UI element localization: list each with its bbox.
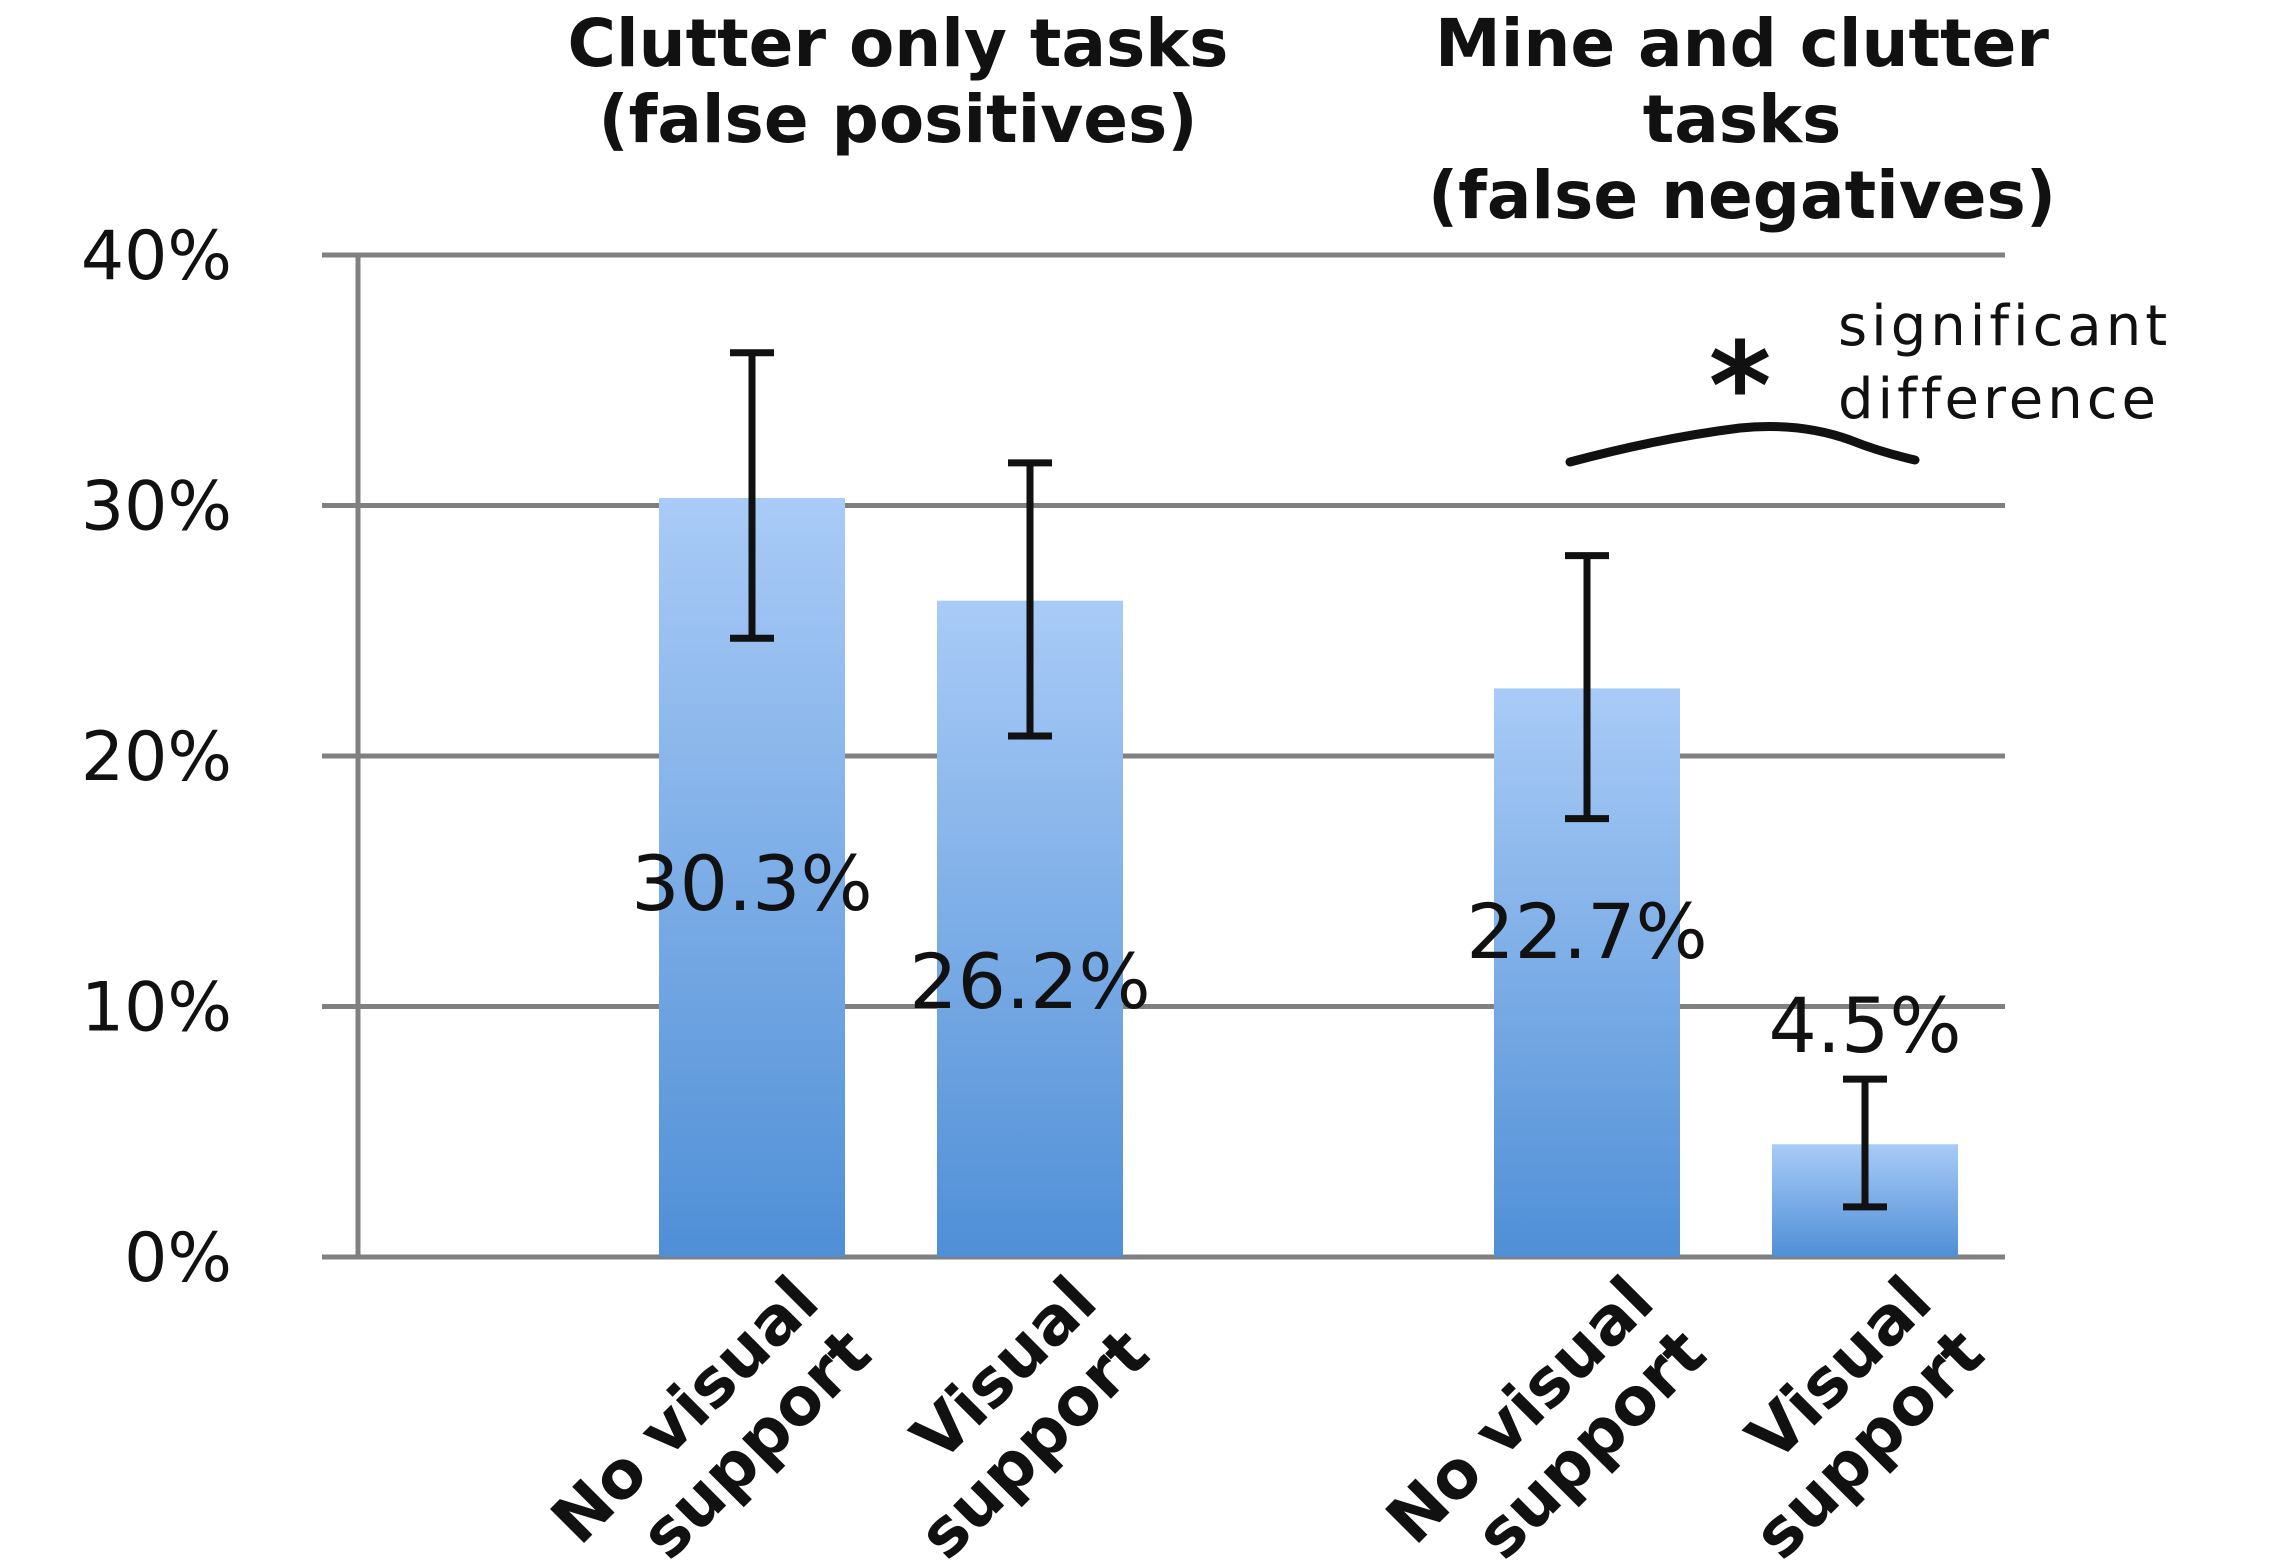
data-label: 22.7% xyxy=(1466,887,1707,976)
group-title-line: (false positives) xyxy=(599,81,1198,158)
group-title-mine-and-clutter: Mine and clutter tasks (false negatives) xyxy=(1428,5,2056,234)
data-label: 26.2% xyxy=(909,937,1150,1026)
data-label: 30.3% xyxy=(631,839,872,928)
error-bar xyxy=(1843,1075,1887,1211)
group-title-clutter-only: Clutter only tasks (false positives) xyxy=(568,5,1229,158)
error-bar xyxy=(730,349,774,642)
data-label: 4.5% xyxy=(1768,981,1961,1070)
group-title-line: Clutter only tasks xyxy=(568,5,1229,82)
significance-star: * xyxy=(1709,318,1772,457)
error-bar xyxy=(1565,552,1609,823)
y-axis: 0% 10% 20% 30% 40% xyxy=(81,217,361,1298)
significance-text-line: difference xyxy=(1838,367,2160,432)
y-tick-label: 20% xyxy=(81,718,232,797)
group-title-line: Mine and clutter xyxy=(1435,5,2049,82)
grid-layer xyxy=(322,252,2005,1260)
group-title-line: tasks xyxy=(1643,81,1842,158)
error-bar xyxy=(1008,459,1052,740)
data-labels: 30.3% 26.2% 22.7% 4.5% xyxy=(631,839,1961,1070)
significance-text-line: significant xyxy=(1838,294,2171,359)
error-bars xyxy=(730,349,1887,1211)
y-tick-label: 40% xyxy=(81,217,232,296)
y-tick-label: 30% xyxy=(81,468,232,547)
significance-bracket xyxy=(1565,422,1920,467)
significance-annotation: * significant difference xyxy=(1565,294,2171,467)
y-tick-label: 0% xyxy=(124,1219,232,1298)
group-title-line: (false negatives) xyxy=(1428,157,2056,234)
y-tick-label: 10% xyxy=(81,969,232,1048)
